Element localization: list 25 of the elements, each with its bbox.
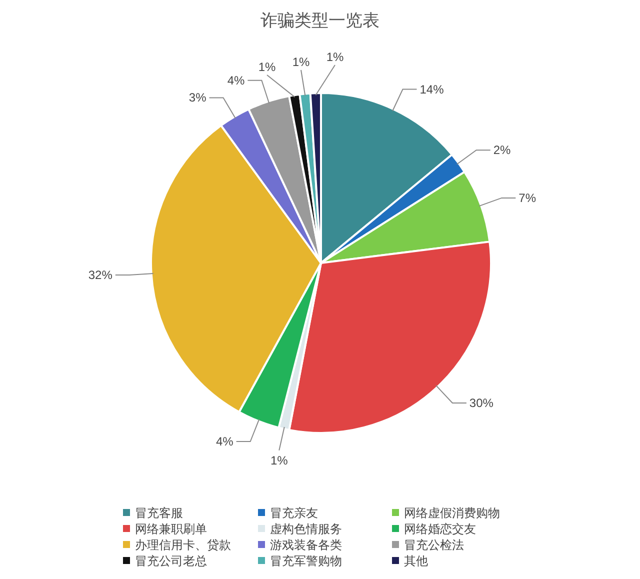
legend-label: 游戏装备各类 bbox=[270, 538, 342, 552]
data-label: 3% bbox=[188, 90, 207, 105]
legend-label: 其他 bbox=[404, 554, 428, 568]
legend-label: 虚构色情服务 bbox=[270, 522, 342, 536]
data-label: 1% bbox=[292, 55, 310, 69]
legend-label: 冒充公检法 bbox=[404, 538, 464, 552]
legend-label: 冒充公司老总 bbox=[135, 554, 207, 568]
chart-title: 诈骗类型一览表 bbox=[260, 11, 380, 30]
legend-label: 网络婚恋交友 bbox=[404, 522, 476, 536]
legend-label: 办理信用卡、贷款 bbox=[135, 538, 231, 552]
data-label: 1% bbox=[326, 50, 344, 64]
data-label: 4% bbox=[216, 434, 234, 449]
legend-label: 冒充军警购物 bbox=[270, 554, 342, 568]
legend-label: 冒充客服 bbox=[135, 506, 183, 520]
legend-label: 冒充亲友 bbox=[270, 506, 318, 520]
data-label: 4% bbox=[227, 73, 245, 88]
data-label: 30% bbox=[469, 396, 494, 410]
data-label: 14% bbox=[420, 82, 444, 96]
data-label: 32% bbox=[88, 268, 113, 282]
data-label: 1% bbox=[258, 60, 276, 74]
data-label: 7% bbox=[518, 190, 536, 205]
legend-label: 网络兼职刷单 bbox=[135, 522, 207, 536]
data-label: 2% bbox=[493, 143, 512, 158]
data-label: 1% bbox=[270, 453, 288, 468]
legend-label: 网络虚假消费购物 bbox=[404, 506, 500, 520]
